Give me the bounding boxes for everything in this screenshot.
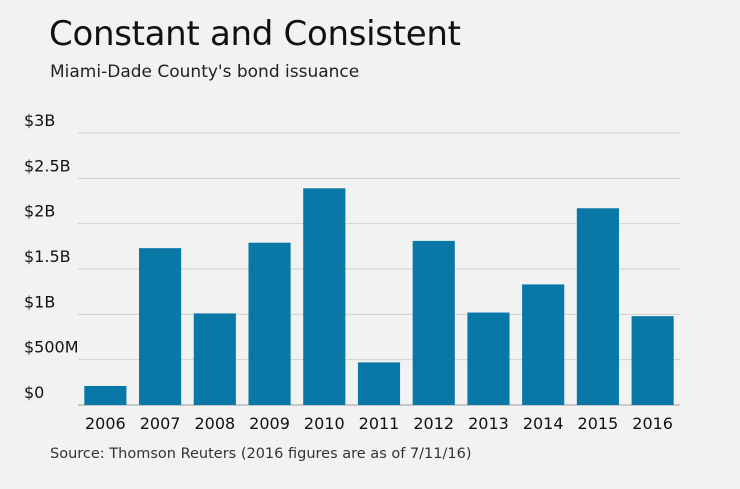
source-note: Source: Thomson Reuters (2016 figures ar… bbox=[50, 446, 472, 462]
bar-2011 bbox=[357, 362, 401, 405]
x-tick-label: 2016 bbox=[632, 414, 673, 433]
bar-2009 bbox=[248, 242, 291, 405]
x-tick-label: 2014 bbox=[523, 414, 564, 433]
y-axis-ticks: $0 $500M $1B $1.5B $2B $2.5B $3B bbox=[24, 111, 79, 402]
y-tick-label: $2.5B bbox=[24, 156, 71, 175]
y-tick-label: $500M bbox=[24, 338, 79, 357]
y-tick-label: $1.5B bbox=[24, 247, 71, 266]
bar-2008 bbox=[193, 313, 236, 405]
chart-title: Constant and Consistent bbox=[49, 14, 461, 54]
x-tick-label: 2011 bbox=[359, 414, 400, 433]
x-tick-label: 2013 bbox=[468, 414, 509, 433]
bar-2006 bbox=[84, 385, 127, 405]
bar-2013 bbox=[467, 312, 510, 405]
y-tick-label: $1B bbox=[24, 292, 55, 311]
bar-2014 bbox=[522, 284, 565, 405]
x-tick-label: 2007 bbox=[140, 414, 181, 433]
bars bbox=[84, 188, 674, 405]
x-tick-label: 2015 bbox=[578, 414, 619, 433]
chart-subtitle: Miami-Dade County's bond issuance bbox=[50, 62, 360, 82]
y-tick-label: $2B bbox=[24, 202, 55, 221]
x-tick-label: 2006 bbox=[85, 414, 126, 433]
y-tick-label: $3B bbox=[24, 111, 55, 130]
bar-2015 bbox=[576, 208, 619, 405]
bar-2016 bbox=[631, 316, 674, 405]
x-axis-ticks: 2006 2007 2008 2009 2010 2011 2012 2013 2014 2015… bbox=[85, 414, 673, 433]
x-tick-label: 2010 bbox=[304, 414, 345, 433]
bar-2012 bbox=[412, 240, 455, 405]
x-tick-label: 2009 bbox=[249, 414, 290, 433]
bar-2007 bbox=[139, 248, 182, 405]
y-tick-label: $0 bbox=[24, 383, 44, 402]
x-tick-label: 2012 bbox=[413, 414, 454, 433]
x-tick-label: 2008 bbox=[194, 414, 235, 433]
bar-2010 bbox=[303, 188, 346, 405]
